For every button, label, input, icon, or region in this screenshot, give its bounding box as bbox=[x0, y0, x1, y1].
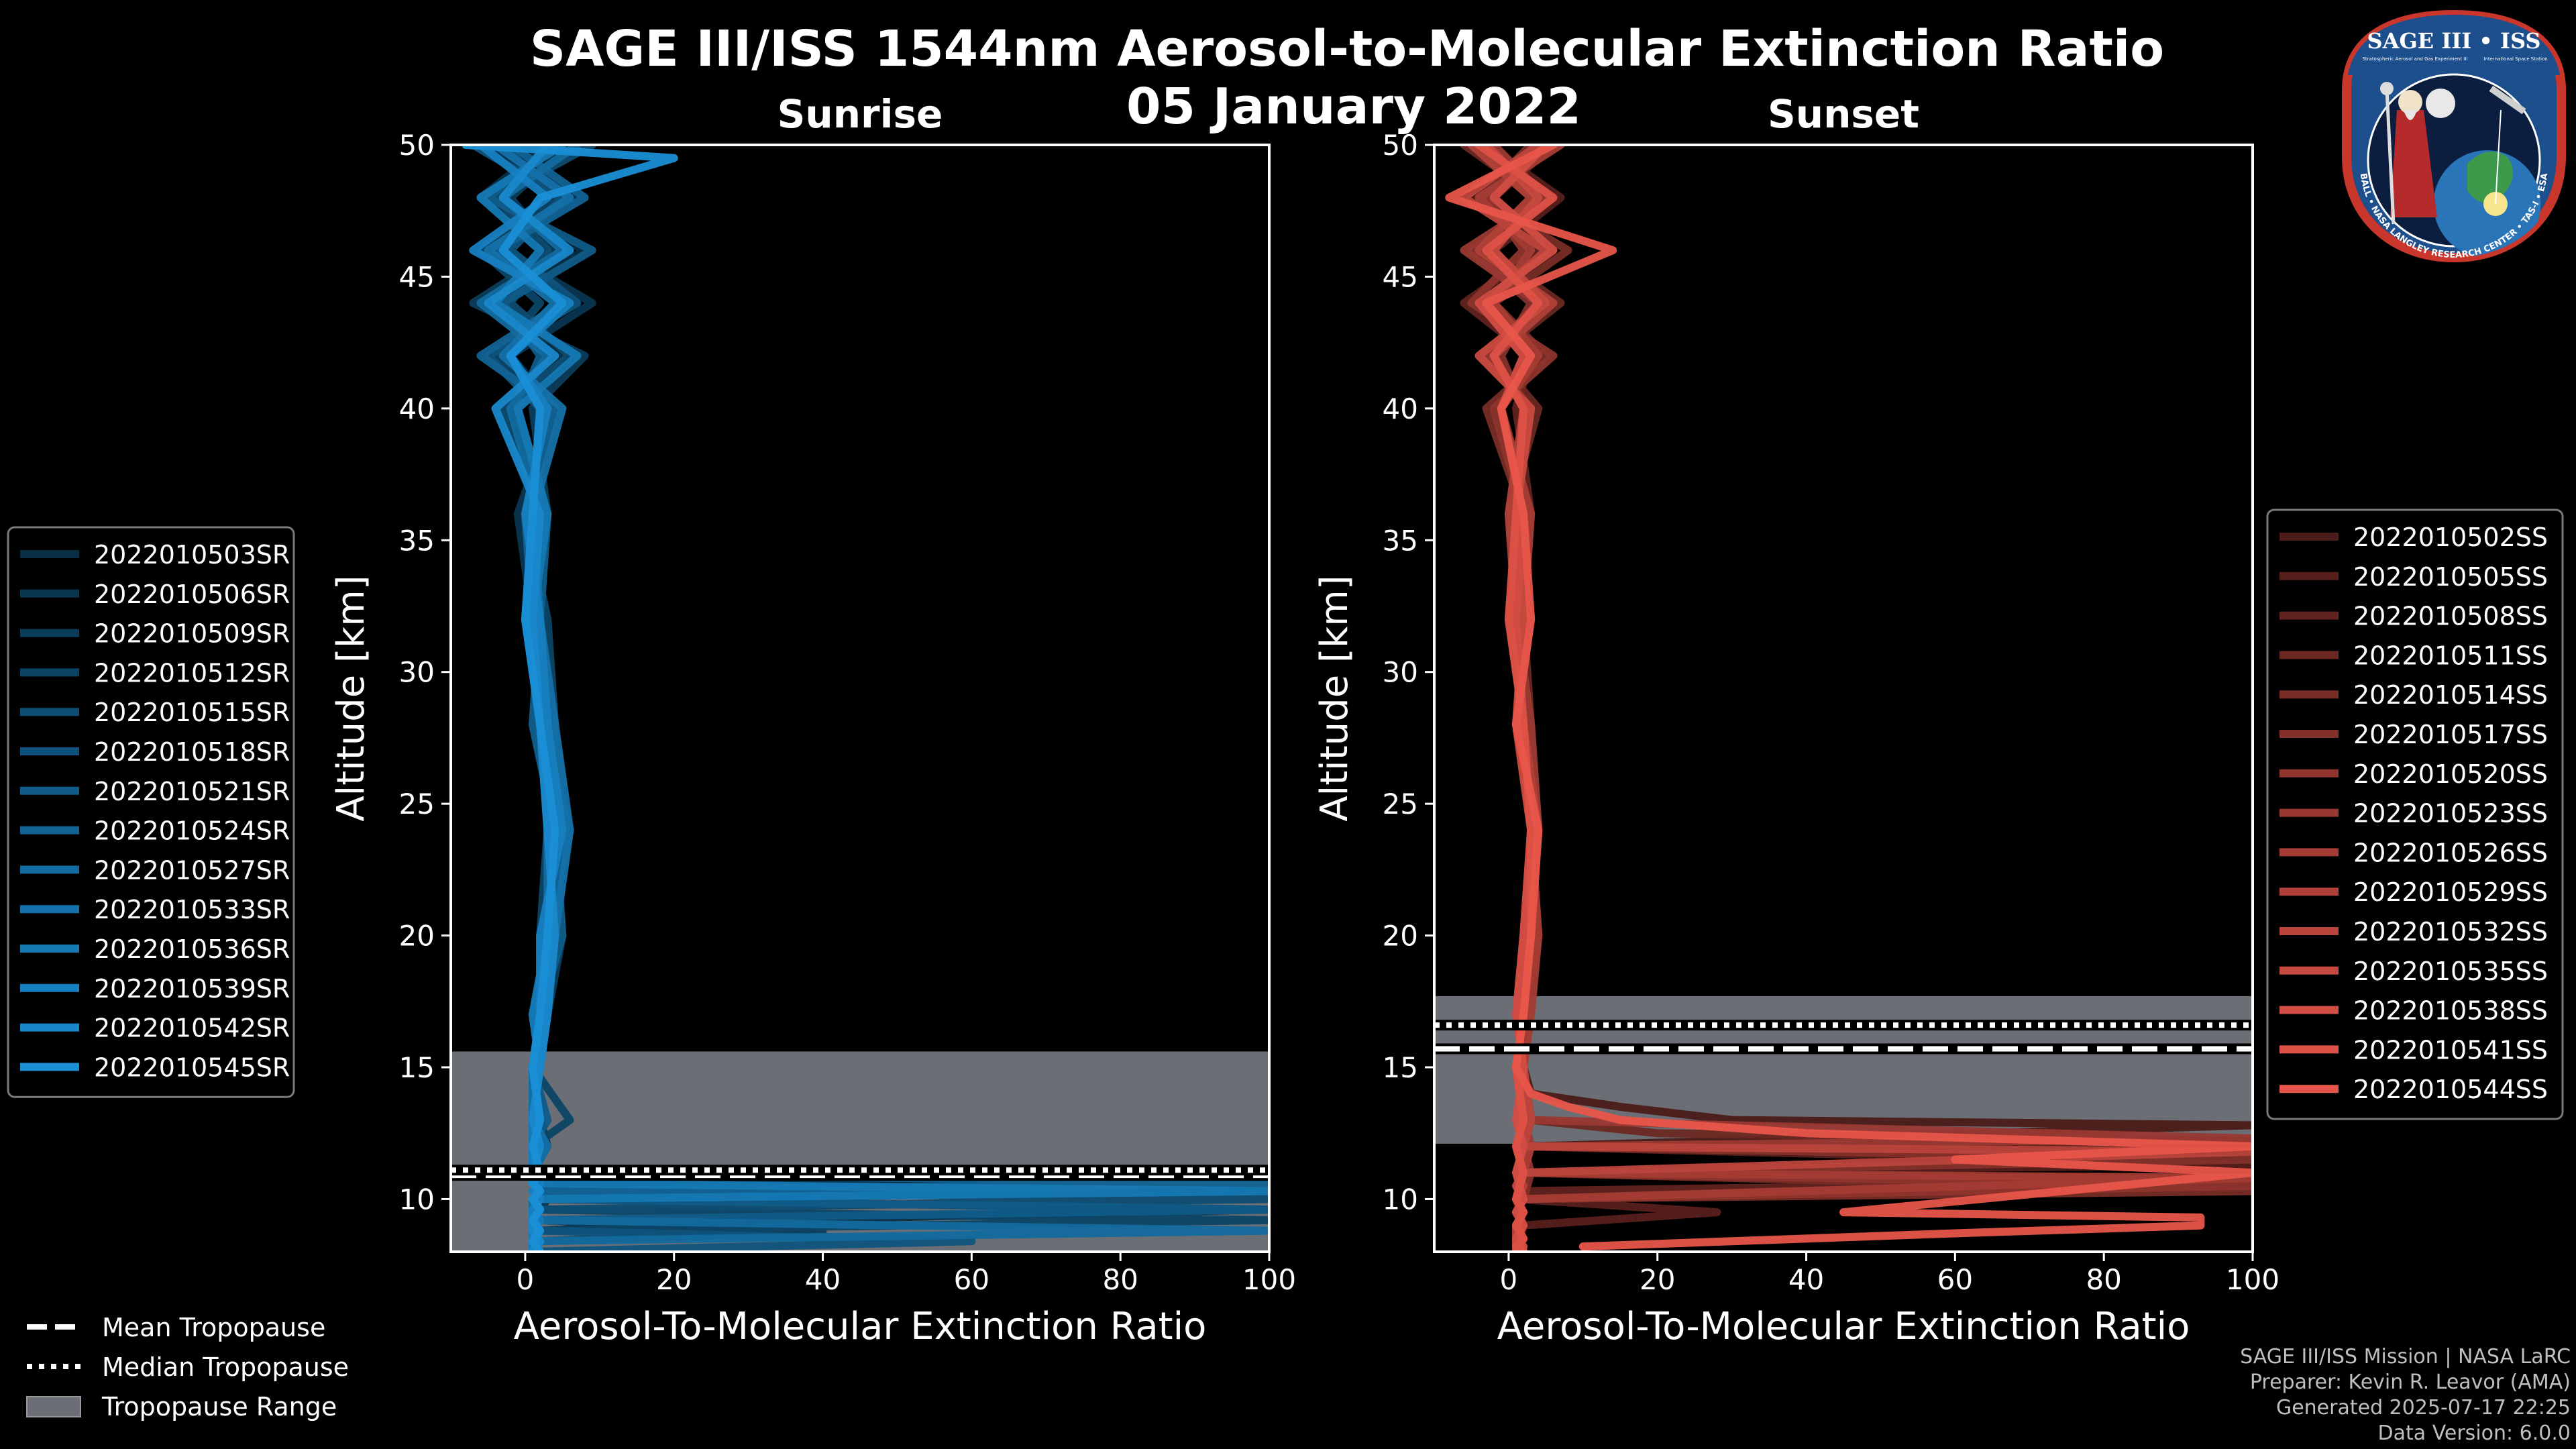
sunrise-series-group bbox=[462, 145, 1269, 1252]
sunset-legend-label: 2022010511SS bbox=[2353, 641, 2548, 670]
series-2022010545SR bbox=[462, 145, 678, 1252]
sunset-legend-label: 2022010532SS bbox=[2353, 917, 2548, 947]
sunrise-x-axis-label: Aerosol-To-Molecular Extinction Ratio bbox=[514, 1305, 1207, 1348]
sunrise-legend-label: 2022010503SR bbox=[94, 540, 290, 570]
y-tick-label: 40 bbox=[1383, 392, 1418, 425]
sunrise-legend-label: 2022010527SR bbox=[94, 855, 290, 885]
tropopause-legend-label: Median Tropopause bbox=[102, 1352, 349, 1382]
x-tick-label: 100 bbox=[2226, 1263, 2279, 1296]
sunrise-legend-label: 2022010536SR bbox=[94, 934, 290, 964]
tropopause-legend: Mean Tropopause Median Tropopause Tropopau… bbox=[26, 1313, 349, 1421]
credits-mission: SAGE III/ISS Mission | NASA LaRC bbox=[2240, 1345, 2571, 1368]
sage-mission-patch: SAGE III • ISS Stratospheric Aerosol and… bbox=[2340, 9, 2568, 264]
y-tick-label: 30 bbox=[399, 656, 435, 689]
x-tick-label: 40 bbox=[805, 1263, 841, 1296]
x-tick-label: 60 bbox=[1937, 1263, 1973, 1296]
sunrise-legend-label: 2022010533SR bbox=[94, 895, 290, 924]
tropopause-range-swatch bbox=[26, 1396, 81, 1417]
y-tick-label: 25 bbox=[1383, 788, 1418, 820]
x-tick-label: 0 bbox=[1500, 1263, 1518, 1296]
sunset-legend-label: 2022010538SS bbox=[2353, 996, 2548, 1026]
tropopause-legend-label: Tropopause Range bbox=[101, 1392, 337, 1421]
y-tick-label: 20 bbox=[1383, 920, 1418, 953]
sunset-series-group bbox=[1445, 145, 2253, 1252]
sunset-legend-label: 2022010514SS bbox=[2353, 680, 2548, 710]
patch-title: SAGE III • ISS bbox=[2367, 28, 2541, 54]
x-tick-label: 0 bbox=[517, 1263, 535, 1296]
sunset-x-axis-label: Aerosol-To-Molecular Extinction Ratio bbox=[1497, 1305, 2190, 1348]
series-2022010544SS bbox=[1445, 145, 2253, 1251]
x-tick-label: 80 bbox=[2086, 1263, 2121, 1296]
sunrise-legend-label: 2022010545SR bbox=[94, 1053, 290, 1082]
credits-generated: Generated 2025-07-17 22:25 bbox=[2275, 1396, 2571, 1419]
x-tick-label: 20 bbox=[656, 1263, 692, 1296]
sunset-panel-title: Sunset bbox=[1768, 91, 1919, 137]
y-tick-label: 45 bbox=[399, 260, 435, 293]
sunrise-legend-label: 2022010539SR bbox=[94, 974, 290, 1004]
y-tick-label: 15 bbox=[1383, 1051, 1418, 1084]
x-tick-label: 60 bbox=[954, 1263, 989, 1296]
sunrise-legend-label: 2022010515SR bbox=[94, 698, 290, 727]
x-tick-label: 40 bbox=[1788, 1263, 1824, 1296]
y-tick-label: 30 bbox=[1383, 656, 1418, 689]
credits-preparer: Preparer: Kevin R. Leavor (AMA) bbox=[2249, 1371, 2571, 1394]
tropopause-legend-label: Mean Tropopause bbox=[102, 1313, 325, 1342]
y-tick-label: 10 bbox=[1383, 1183, 1418, 1216]
patch-inner-right: International Space Station bbox=[2483, 56, 2547, 62]
sunset-panel: 0 20 40 60 80 100 10 15 20 25 30 35 40 45 50 Aerosol-To… bbox=[1313, 91, 2279, 1348]
sunrise-legend-label: 2022010509SR bbox=[94, 619, 290, 649]
sunrise-legend-label: 2022010542SR bbox=[94, 1014, 290, 1043]
sunset-legend-label: 2022010523SS bbox=[2353, 799, 2548, 828]
y-tick-label: 10 bbox=[399, 1183, 435, 1216]
sunset-legend: 2022010502SS 2022010505SS 2022010508SS 2022… bbox=[2266, 508, 2564, 1120]
patch-inner-left: Stratospheric Aerosol and Gas Experiment… bbox=[2362, 56, 2467, 62]
sunrise-axes-frame bbox=[449, 144, 1271, 1253]
y-tick-label: 20 bbox=[399, 920, 435, 953]
y-tick-label: 45 bbox=[1383, 260, 1418, 293]
x-tick-label: 100 bbox=[1242, 1263, 1296, 1296]
x-tick-label: 20 bbox=[1640, 1263, 1675, 1296]
credits-version: Data Version: 6.0.0 bbox=[2377, 1421, 2571, 1445]
sunrise-y-axis-label: Altitude [km] bbox=[329, 575, 373, 821]
y-tick-label: 50 bbox=[399, 129, 435, 162]
credits-block: SAGE III/ISS Mission | NASA LaRC Prepare… bbox=[2240, 1344, 2571, 1446]
sunrise-panel-title: Sunrise bbox=[777, 91, 943, 137]
sunset-legend-label: 2022010508SS bbox=[2353, 602, 2548, 631]
sunset-legend-label: 2022010520SS bbox=[2353, 759, 2548, 789]
sunset-legend-label: 2022010502SS bbox=[2353, 523, 2548, 552]
y-tick-label: 15 bbox=[399, 1051, 435, 1084]
sunrise-legend-label: 2022010518SR bbox=[94, 737, 290, 767]
y-tick-label: 35 bbox=[1383, 524, 1418, 557]
x-tick-label: 80 bbox=[1102, 1263, 1138, 1296]
sunrise-legend: 2022010503SR 2022010506SR 2022010509SR 2022… bbox=[7, 526, 295, 1098]
sunset-legend-label: 2022010544SS bbox=[2353, 1075, 2548, 1104]
sunset-legend-label: 2022010535SS bbox=[2353, 957, 2548, 986]
sunset-legend-box bbox=[2266, 508, 2564, 1120]
sunrise-panel: 0 20 40 60 80 100 10 15 20 25 30 35 40 45 50 Aerosol-To… bbox=[329, 91, 1296, 1348]
sunset-legend-label: 2022010505SS bbox=[2353, 562, 2548, 592]
sunrise-legend-box bbox=[7, 526, 295, 1098]
y-tick-label: 35 bbox=[399, 524, 435, 557]
sunset-axes-frame bbox=[1433, 144, 2254, 1253]
sunset-legend-label: 2022010529SS bbox=[2353, 877, 2548, 907]
sunset-legend-label: 2022010517SS bbox=[2353, 720, 2548, 749]
y-tick-label: 50 bbox=[1383, 129, 1418, 162]
sunset-legend-label: 2022010541SS bbox=[2353, 1035, 2548, 1065]
date-subtitle: 05 January 2022 bbox=[1126, 78, 1581, 136]
sunset-y-axis-label: Altitude [km] bbox=[1313, 575, 1356, 821]
sunset-legend-label: 2022010526SS bbox=[2353, 838, 2548, 867]
sunrise-legend-label: 2022010506SR bbox=[94, 580, 290, 609]
sunrise-legend-label: 2022010524SR bbox=[94, 816, 290, 846]
sunrise-legend-label: 2022010512SR bbox=[94, 658, 290, 688]
y-tick-label: 25 bbox=[399, 788, 435, 820]
main-title: SAGE III/ISS 1544nm Aerosol-to-Molecular… bbox=[530, 20, 2164, 78]
sunrise-legend-label: 2022010521SR bbox=[94, 777, 290, 806]
y-tick-label: 40 bbox=[399, 392, 435, 425]
